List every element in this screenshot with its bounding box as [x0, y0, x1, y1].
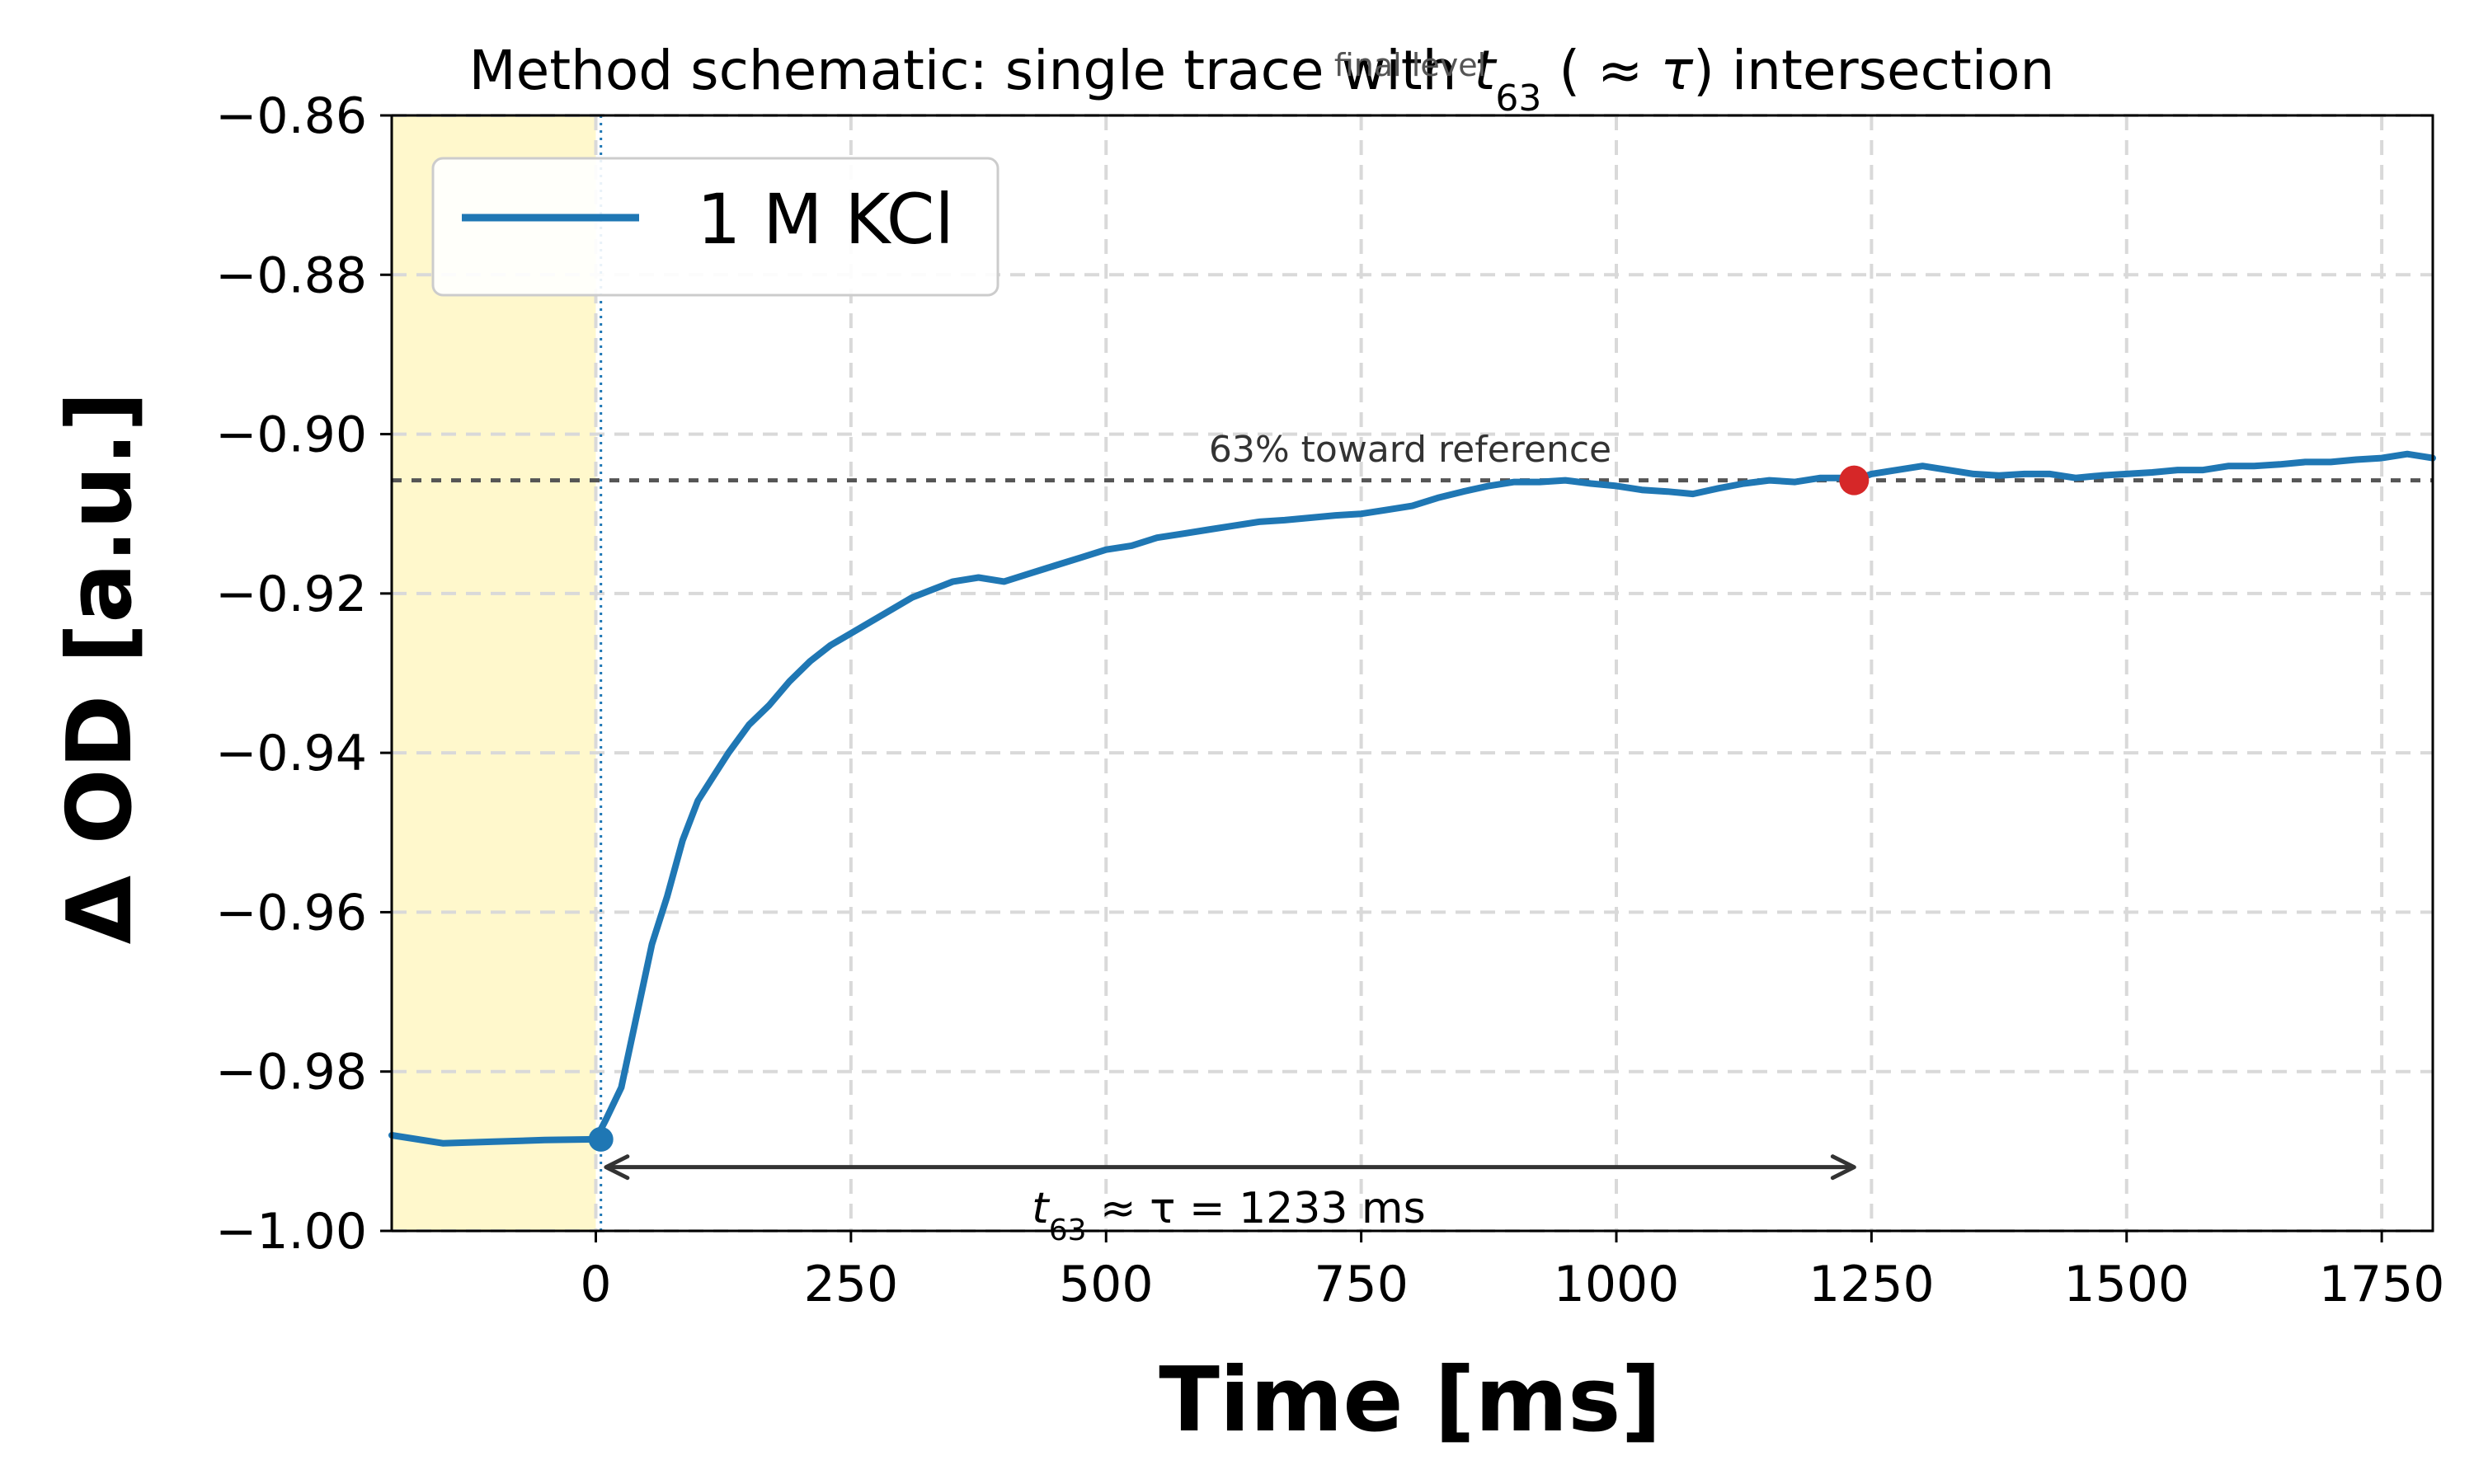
- chart-title: Method schematic: single trace with t63 …: [469, 39, 2055, 120]
- reference-line-label: 63% toward reference: [1209, 429, 1611, 471]
- series-layer: [388, 450, 2436, 1147]
- y-tick-label: −0.90: [215, 406, 367, 464]
- legend-label: 1 M KCl: [697, 179, 954, 260]
- y-tick-label: −1.00: [215, 1203, 367, 1261]
- legend: 1 M KCl: [431, 157, 999, 297]
- t63-arrowhead-right: [1830, 1154, 1856, 1181]
- series-line-0: [388, 450, 2436, 1147]
- baseline-region-layer: [392, 115, 596, 1231]
- x-tick-label: 1250: [1808, 1256, 1935, 1313]
- plot-frame: [390, 114, 2434, 1233]
- t63-marker: [1839, 465, 1870, 495]
- t63-arrowhead-left: [604, 1154, 630, 1181]
- y-tick-label: −0.92: [215, 566, 367, 623]
- final-level-label: final level: [1334, 47, 1486, 83]
- t63-annotation-label: t63 ≈ τ = 1233 ms: [1032, 1184, 1425, 1247]
- axes-layer: 0 250 500 750 1000 1250 1500 1750 −0.86 −0.88 −0.9…: [215, 87, 2444, 1313]
- legend-box: [431, 157, 999, 297]
- reference-layer: [392, 115, 2433, 1231]
- y-tick-label: −0.94: [215, 725, 367, 782]
- start-marker: [588, 1126, 614, 1152]
- baseline-region: [392, 115, 596, 1231]
- y-tick-label: −0.86: [215, 87, 367, 145]
- x-axis-title: Time [ms]: [1159, 1349, 1662, 1452]
- x-tick-label: 1500: [2063, 1256, 2189, 1313]
- x-tick-label: 1750: [2319, 1256, 2445, 1313]
- y-tick-label: −0.88: [215, 247, 367, 304]
- y-axis-title: Δ OD [a.u.]: [49, 392, 152, 945]
- marker-layer: [588, 465, 1870, 1152]
- x-tick-label: 250: [804, 1256, 899, 1313]
- y-tick-label: −0.98: [215, 1044, 367, 1101]
- x-tick-label: 0: [580, 1256, 611, 1313]
- x-tick-label: 500: [1059, 1256, 1154, 1313]
- y-tick-label: −0.96: [215, 884, 367, 942]
- x-tick-label: 1000: [1554, 1256, 1680, 1313]
- x-tick-label: 750: [1314, 1256, 1409, 1313]
